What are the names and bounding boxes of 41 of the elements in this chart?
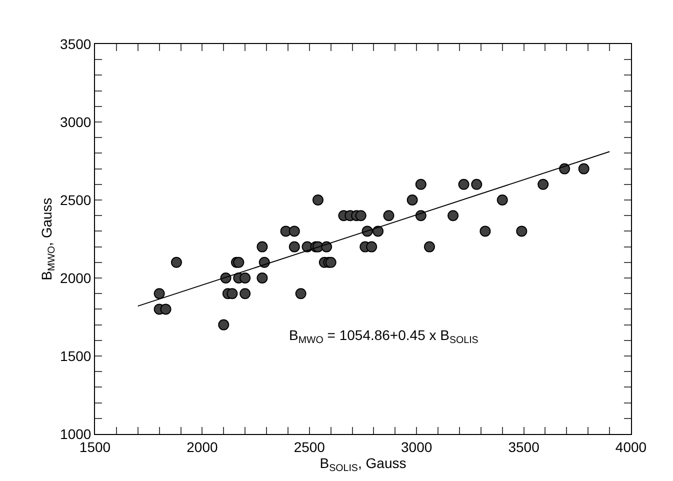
point xyxy=(406,194,418,206)
y-tick-label: 1500 xyxy=(60,348,92,364)
point xyxy=(295,288,306,300)
x-tick-label: 2000 xyxy=(186,438,218,455)
point xyxy=(578,163,590,174)
point xyxy=(448,210,459,222)
annotation: B$_{MWO}$ = 1054.86+0.45 x B$_{SOLIS}$ xyxy=(289,327,479,346)
x-axis-title: B$_{SOLIS}$, Gauss xyxy=(320,455,406,474)
x-tick-label: 3000 xyxy=(401,438,432,455)
point xyxy=(288,241,300,252)
point xyxy=(154,288,165,300)
point xyxy=(424,241,435,252)
point xyxy=(538,178,549,190)
point xyxy=(415,178,426,190)
x-tick-label: 4000 xyxy=(615,438,647,455)
y-tick-label: 3500 xyxy=(60,36,92,52)
x-tick-label: 2500 xyxy=(294,438,326,455)
point xyxy=(471,178,482,190)
point xyxy=(496,194,508,206)
point xyxy=(233,256,244,268)
point xyxy=(218,319,230,330)
point xyxy=(256,272,268,284)
point xyxy=(312,194,324,206)
x-tick-label: 3500 xyxy=(508,438,540,455)
point xyxy=(226,288,238,300)
y-tick-label: 3000 xyxy=(60,114,92,130)
point xyxy=(458,178,470,190)
point xyxy=(516,226,528,237)
point xyxy=(160,304,172,315)
point xyxy=(240,272,251,284)
point xyxy=(480,226,491,237)
point xyxy=(256,241,268,252)
point xyxy=(170,256,182,268)
y-tick-label: 2000 xyxy=(60,270,92,286)
point xyxy=(372,226,384,237)
point xyxy=(366,241,378,252)
point xyxy=(288,226,300,237)
point xyxy=(383,210,394,222)
point xyxy=(355,210,366,222)
y-tick-label: 2500 xyxy=(60,192,92,208)
point xyxy=(240,288,251,300)
